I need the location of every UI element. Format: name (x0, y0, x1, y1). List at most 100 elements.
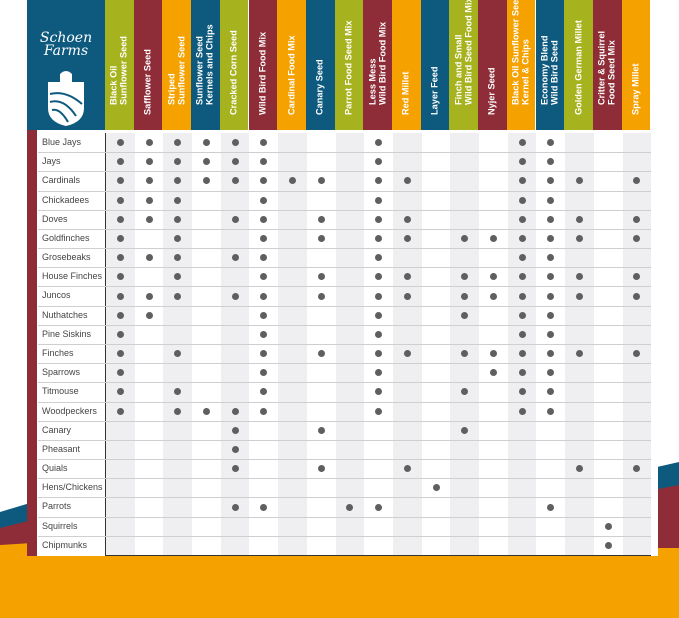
row-label: Blue Jays (42, 137, 82, 147)
suitability-dot (260, 139, 268, 147)
suitability-dot (604, 522, 612, 530)
row-divider (38, 324, 651, 326)
suitability-dot (202, 158, 210, 166)
suitability-dot (174, 407, 182, 415)
row-label: Squirrels (42, 520, 78, 531)
suitability-dot (461, 426, 469, 434)
suitability-dot (518, 311, 526, 319)
suitability-dot (375, 254, 383, 262)
column-header-label: Canary Seed (314, 58, 325, 115)
suitability-dot (518, 215, 526, 223)
suitability-dot (576, 292, 584, 300)
row-divider (38, 439, 651, 441)
column-header: Cracked Corn Seed (219, 0, 249, 130)
suitability-dot (461, 273, 469, 281)
suitability-dot (375, 407, 383, 415)
suitability-dot (231, 177, 239, 185)
row-label: Chickadees (42, 194, 90, 205)
column-header-label: Sunflower Seed Kernels and Chips (194, 24, 215, 105)
suitability-dot (375, 196, 383, 204)
side-stripe (27, 130, 37, 556)
suitability-dot (317, 235, 325, 242)
suitability-dot (489, 350, 497, 358)
suitability-dot (174, 388, 182, 396)
column-header: Layer Feed (420, 0, 450, 130)
suitability-dot (489, 273, 497, 281)
suitability-dot (375, 177, 383, 185)
suitability-dot (375, 503, 383, 511)
suitability-dot (375, 273, 383, 281)
suitability-dot (403, 350, 411, 358)
row-label: Titmouse (42, 386, 79, 397)
column-header: Wild Bird Food Mix (248, 0, 278, 130)
suitability-dot (576, 350, 584, 358)
suitability-dot (260, 158, 268, 166)
suitability-dot (116, 254, 124, 262)
suitability-dot (174, 196, 182, 204)
suitability-dot (518, 177, 526, 185)
suitability-dot (547, 235, 555, 242)
suitability-dot (375, 215, 383, 223)
suitability-dot (260, 330, 268, 338)
row-label: Jays (42, 156, 61, 167)
suitability-dot (174, 254, 182, 262)
suitability-dot (518, 196, 526, 204)
suitability-dot (317, 177, 325, 185)
row-label: Nuthatches (42, 309, 88, 320)
row-label: Cardinals (42, 175, 81, 186)
suitability-dot (547, 311, 555, 319)
suitability-dot (317, 215, 325, 223)
suitability-dot (174, 235, 182, 242)
suitability-dot (231, 426, 239, 434)
suitability-dot (518, 369, 526, 377)
row-label: Pheasant (42, 443, 81, 454)
row-divider (38, 286, 651, 288)
suitability-dot (231, 254, 239, 262)
row-divider (38, 248, 651, 250)
row-divider (38, 363, 651, 365)
suitability-dot (317, 292, 325, 300)
suitability-dot (547, 369, 555, 377)
suitability-dot (547, 330, 555, 338)
column-header-label: Economy Blend Wild Bird Seed (539, 35, 559, 105)
column-header: Economy Blend Wild Bird Seed (535, 0, 565, 130)
row-divider (38, 190, 651, 192)
column-header: Finch and Small Wild Bird Seed Food Mix (449, 0, 479, 130)
compatibility-table: Schoen Farms Black Oil Sunflower Seed Saf… (27, 0, 658, 556)
row-divider (38, 478, 651, 480)
suitability-dot (432, 484, 440, 492)
suitability-dot (260, 196, 268, 204)
suitability-dot (231, 292, 239, 300)
suitability-dot (174, 273, 182, 281)
row-label: Juncos (42, 290, 71, 301)
suitability-dot (317, 273, 325, 281)
suitability-dot (317, 426, 325, 434)
suitability-dot (375, 235, 383, 242)
suitability-dot (260, 254, 268, 262)
suitability-dot (375, 369, 383, 377)
suitability-dot (231, 503, 239, 511)
row-label: House Finches (42, 271, 103, 282)
suitability-dot (375, 388, 383, 396)
suitability-dot (116, 388, 124, 396)
suitability-dot (116, 215, 124, 223)
row-label: Woodpeckers (42, 405, 97, 416)
suitability-dot (231, 446, 239, 453)
suitability-dot (260, 235, 268, 242)
suitability-dot (576, 235, 584, 242)
row-divider (38, 401, 651, 403)
suitability-dot (260, 388, 268, 396)
row-label: Finches (42, 348, 74, 358)
suitability-dot (174, 139, 182, 147)
suitability-dot (145, 311, 153, 319)
column-header: Safflower Seed (133, 0, 163, 130)
suitability-dot (231, 215, 239, 223)
suitability-dot (461, 292, 469, 300)
row-divider (38, 420, 651, 422)
column-header: Canary Seed (305, 0, 335, 130)
suitability-dot (518, 330, 526, 338)
row-label: Chipmunks (42, 539, 88, 550)
farm-shield-icon (48, 71, 84, 126)
suitability-dot (260, 350, 268, 358)
column-header-label: Finch and Small Wild Bird Seed Food Mix (453, 0, 473, 105)
